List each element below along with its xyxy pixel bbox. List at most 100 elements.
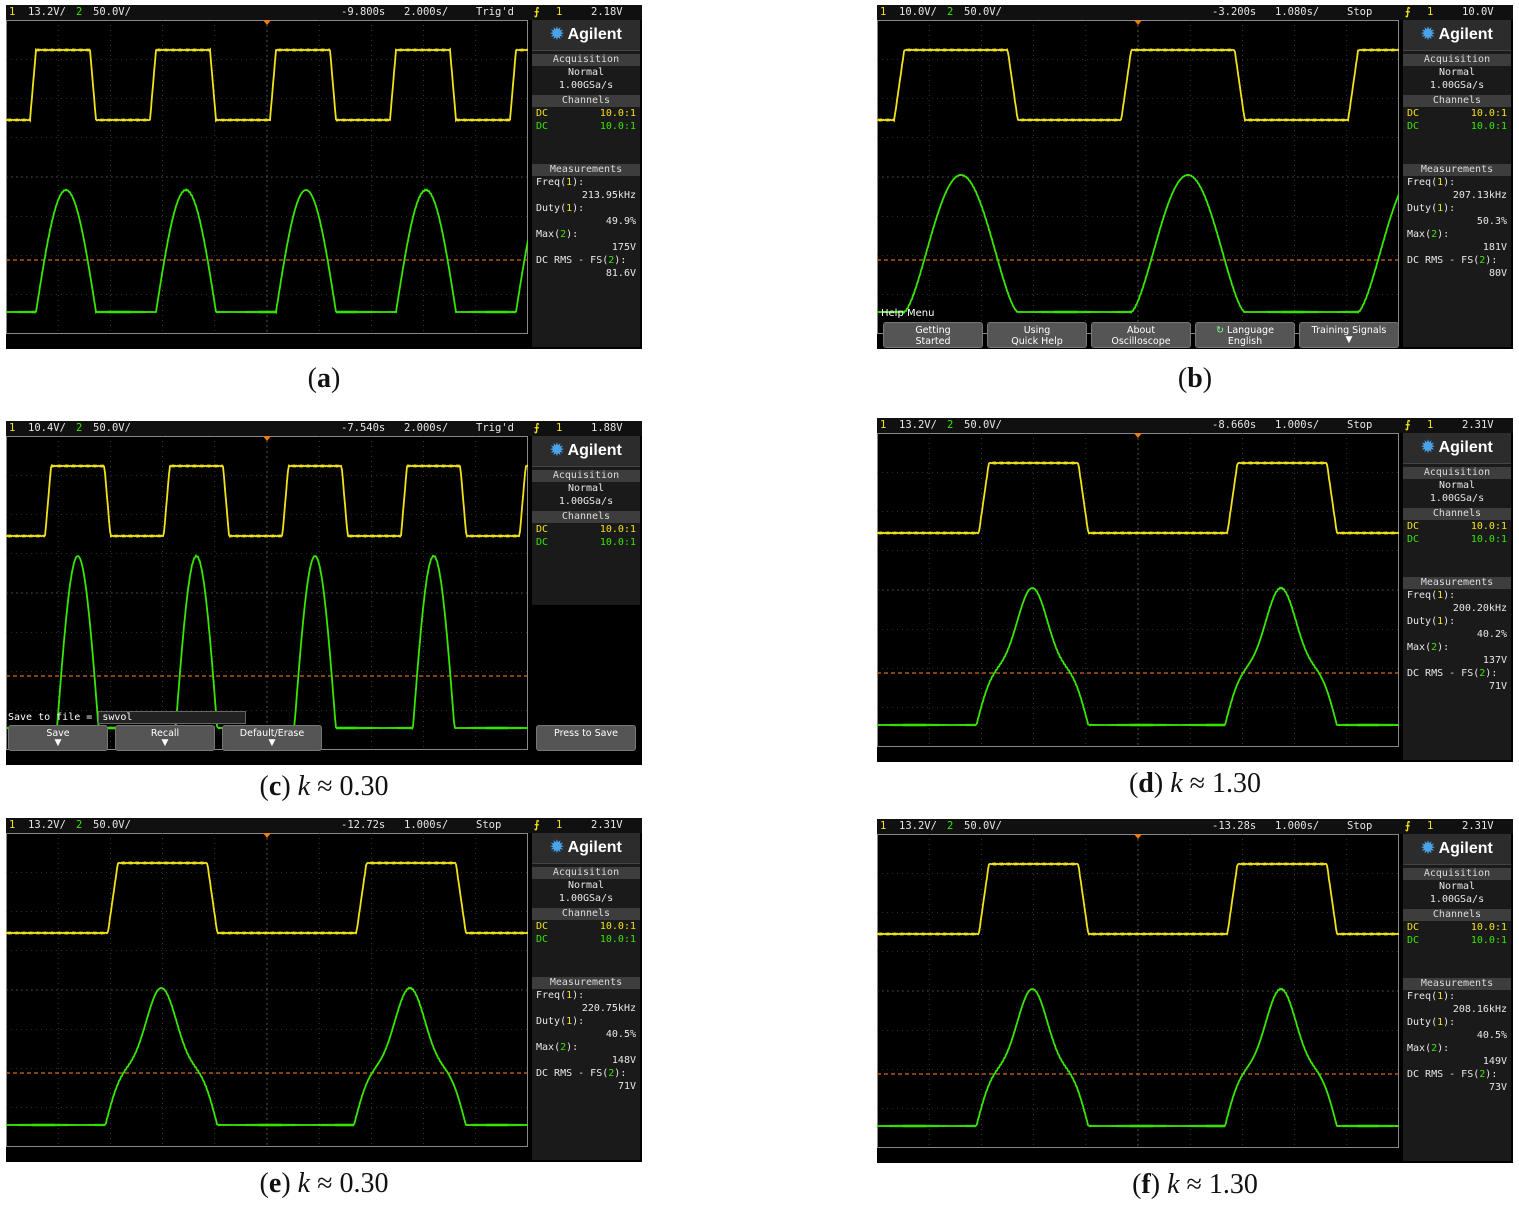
measurement-label[interactable]: Max(2): — [1407, 229, 1450, 240]
trigger-channel[interactable]: 1 — [1427, 419, 1434, 431]
channel-1-number[interactable]: 1 — [880, 6, 887, 18]
softkey-2[interactable]: Default/Erase ▼ — [222, 725, 322, 751]
channel-row[interactable]: DC 10.0:1 — [1403, 120, 1511, 133]
acquisition-header[interactable]: Acquisition — [1403, 54, 1511, 66]
time-delay[interactable]: -7.540s — [341, 422, 386, 434]
acquisition-header[interactable]: Acquisition — [532, 470, 640, 482]
trigger-status[interactable]: Stop — [1347, 419, 1373, 431]
measurement-label[interactable]: Freq(1): — [1407, 177, 1456, 188]
trigger-channel[interactable]: 1 — [556, 6, 563, 18]
trigger-channel[interactable]: 1 — [1427, 820, 1434, 832]
timebase[interactable]: 2.000s/ — [404, 6, 449, 18]
measurement-label[interactable]: Freq(1): — [1407, 590, 1456, 601]
timebase[interactable]: 1.000s/ — [1275, 820, 1320, 832]
channel-row[interactable]: DC 10.0:1 — [1403, 921, 1511, 934]
measurements-header[interactable]: Measurements — [1403, 577, 1511, 589]
channel-2-scale[interactable]: 50.0V/ — [93, 422, 131, 434]
channel-1-number[interactable]: 1 — [9, 6, 16, 18]
channel-row[interactable]: DC 10.0:1 — [532, 120, 640, 133]
channel-1-number[interactable]: 1 — [9, 819, 16, 831]
channel-2-number[interactable]: 2 — [76, 819, 83, 831]
channel-2-number[interactable]: 2 — [947, 6, 954, 18]
measurement-label[interactable]: DC RMS - FS(2): — [536, 1068, 627, 1079]
channel-1-number[interactable]: 1 — [880, 820, 887, 832]
measurement-label[interactable]: DC RMS - FS(2): — [1407, 668, 1498, 679]
trigger-status[interactable]: Trig'd — [476, 6, 514, 18]
trigger-channel[interactable]: 1 — [1427, 6, 1434, 18]
acquisition-header[interactable]: Acquisition — [1403, 868, 1511, 880]
acquisition-header[interactable]: Acquisition — [1403, 467, 1511, 479]
measurement-label[interactable]: Freq(1): — [536, 177, 585, 188]
measurement-label[interactable]: Max(2): — [1407, 1043, 1450, 1054]
softkey-4[interactable]: Training Signals ▼ — [1299, 322, 1399, 348]
channel-2-scale[interactable]: 50.0V/ — [93, 6, 131, 18]
trigger-status[interactable]: Trig'd — [476, 422, 514, 434]
waveform-grid[interactable] — [6, 833, 528, 1147]
channel-2-scale[interactable]: 50.0V/ — [964, 820, 1002, 832]
softkey-0[interactable]: Save ▼ — [8, 725, 108, 751]
channel-row[interactable]: DC 10.0:1 — [532, 536, 640, 549]
channel-2-number[interactable]: 2 — [76, 6, 83, 18]
measurement-label[interactable]: DC RMS - FS(2): — [1407, 255, 1498, 266]
acquisition-header[interactable]: Acquisition — [532, 54, 640, 66]
measurement-label[interactable]: Freq(1): — [1407, 991, 1456, 1002]
measurement-label[interactable]: Max(2): — [1407, 642, 1450, 653]
channel-row[interactable]: DC 10.0:1 — [1403, 934, 1511, 947]
measurement-label[interactable]: Duty(1): — [1407, 203, 1456, 214]
trigger-status[interactable]: Stop — [1347, 820, 1373, 832]
measurement-label[interactable]: Max(2): — [536, 229, 579, 240]
measurement-label[interactable]: Duty(1): — [1407, 1017, 1456, 1028]
channels-header[interactable]: Channels — [1403, 508, 1511, 520]
trigger-level[interactable]: 2.31V — [1462, 820, 1494, 832]
acquisition-header[interactable]: Acquisition — [532, 867, 640, 879]
measurements-header[interactable]: Measurements — [1403, 164, 1511, 176]
channel-row[interactable]: DC 10.0:1 — [532, 933, 640, 946]
trigger-level[interactable]: 1.88V — [591, 422, 623, 434]
trigger-channel[interactable]: 1 — [556, 819, 563, 831]
measurement-label[interactable]: Duty(1): — [536, 1016, 585, 1027]
timebase[interactable]: 1.080s/ — [1275, 6, 1320, 18]
channel-1-number[interactable]: 1 — [880, 419, 887, 431]
timebase[interactable]: 2.000s/ — [404, 422, 449, 434]
channel-2-number[interactable]: 2 — [947, 820, 954, 832]
measurement-label[interactable]: DC RMS - FS(2): — [1407, 1069, 1498, 1080]
waveform-grid[interactable] — [6, 436, 528, 750]
softkey-0[interactable]: Getting Started — [883, 322, 983, 348]
channel-1-scale[interactable]: 10.4V/ — [28, 422, 66, 434]
timebase[interactable]: 1.000s/ — [1275, 419, 1320, 431]
channel-2-number[interactable]: 2 — [76, 422, 83, 434]
trigger-level[interactable]: 2.31V — [591, 819, 623, 831]
channel-row[interactable]: DC 10.0:1 — [1403, 107, 1511, 120]
channel-2-scale[interactable]: 50.0V/ — [93, 819, 131, 831]
waveform-grid[interactable] — [877, 834, 1399, 1148]
channel-1-number[interactable]: 1 — [9, 422, 16, 434]
trigger-level[interactable]: 10.0V — [1462, 6, 1494, 18]
softkey-1[interactable]: Recall ▼ — [115, 725, 215, 751]
time-delay[interactable]: -3.200s — [1212, 6, 1257, 18]
time-delay[interactable]: -12.72s — [341, 819, 386, 831]
press-to-save-button[interactable]: Press to Save — [536, 725, 636, 751]
save-filename-field[interactable]: swvol — [98, 711, 247, 724]
trigger-level[interactable]: 2.31V — [1462, 419, 1494, 431]
measurements-header[interactable]: Measurements — [532, 164, 640, 176]
softkey-3[interactable]: ↻ Language English — [1195, 322, 1295, 348]
channel-1-scale[interactable]: 13.2V/ — [28, 6, 66, 18]
measurement-label[interactable]: Max(2): — [536, 1042, 579, 1053]
measurement-label[interactable]: Duty(1): — [536, 203, 585, 214]
channel-2-scale[interactable]: 50.0V/ — [964, 419, 1002, 431]
softkey-2[interactable]: About Oscilloscope — [1091, 322, 1191, 348]
time-delay[interactable]: -13.28s — [1212, 820, 1257, 832]
waveform-grid[interactable] — [877, 433, 1399, 747]
channel-row[interactable]: DC 10.0:1 — [532, 920, 640, 933]
channel-2-number[interactable]: 2 — [947, 419, 954, 431]
waveform-grid[interactable] — [6, 20, 528, 334]
channel-1-scale[interactable]: 13.2V/ — [899, 820, 937, 832]
measurement-label[interactable]: Freq(1): — [536, 990, 585, 1001]
trigger-status[interactable]: Stop — [476, 819, 502, 831]
measurement-label[interactable]: DC RMS - FS(2): — [536, 255, 627, 266]
softkey-1[interactable]: Using Quick Help — [987, 322, 1087, 348]
waveform-grid[interactable] — [877, 20, 1399, 334]
channel-1-scale[interactable]: 13.2V/ — [899, 419, 937, 431]
measurements-header[interactable]: Measurements — [532, 977, 640, 989]
measurements-header[interactable]: Measurements — [1403, 978, 1511, 990]
